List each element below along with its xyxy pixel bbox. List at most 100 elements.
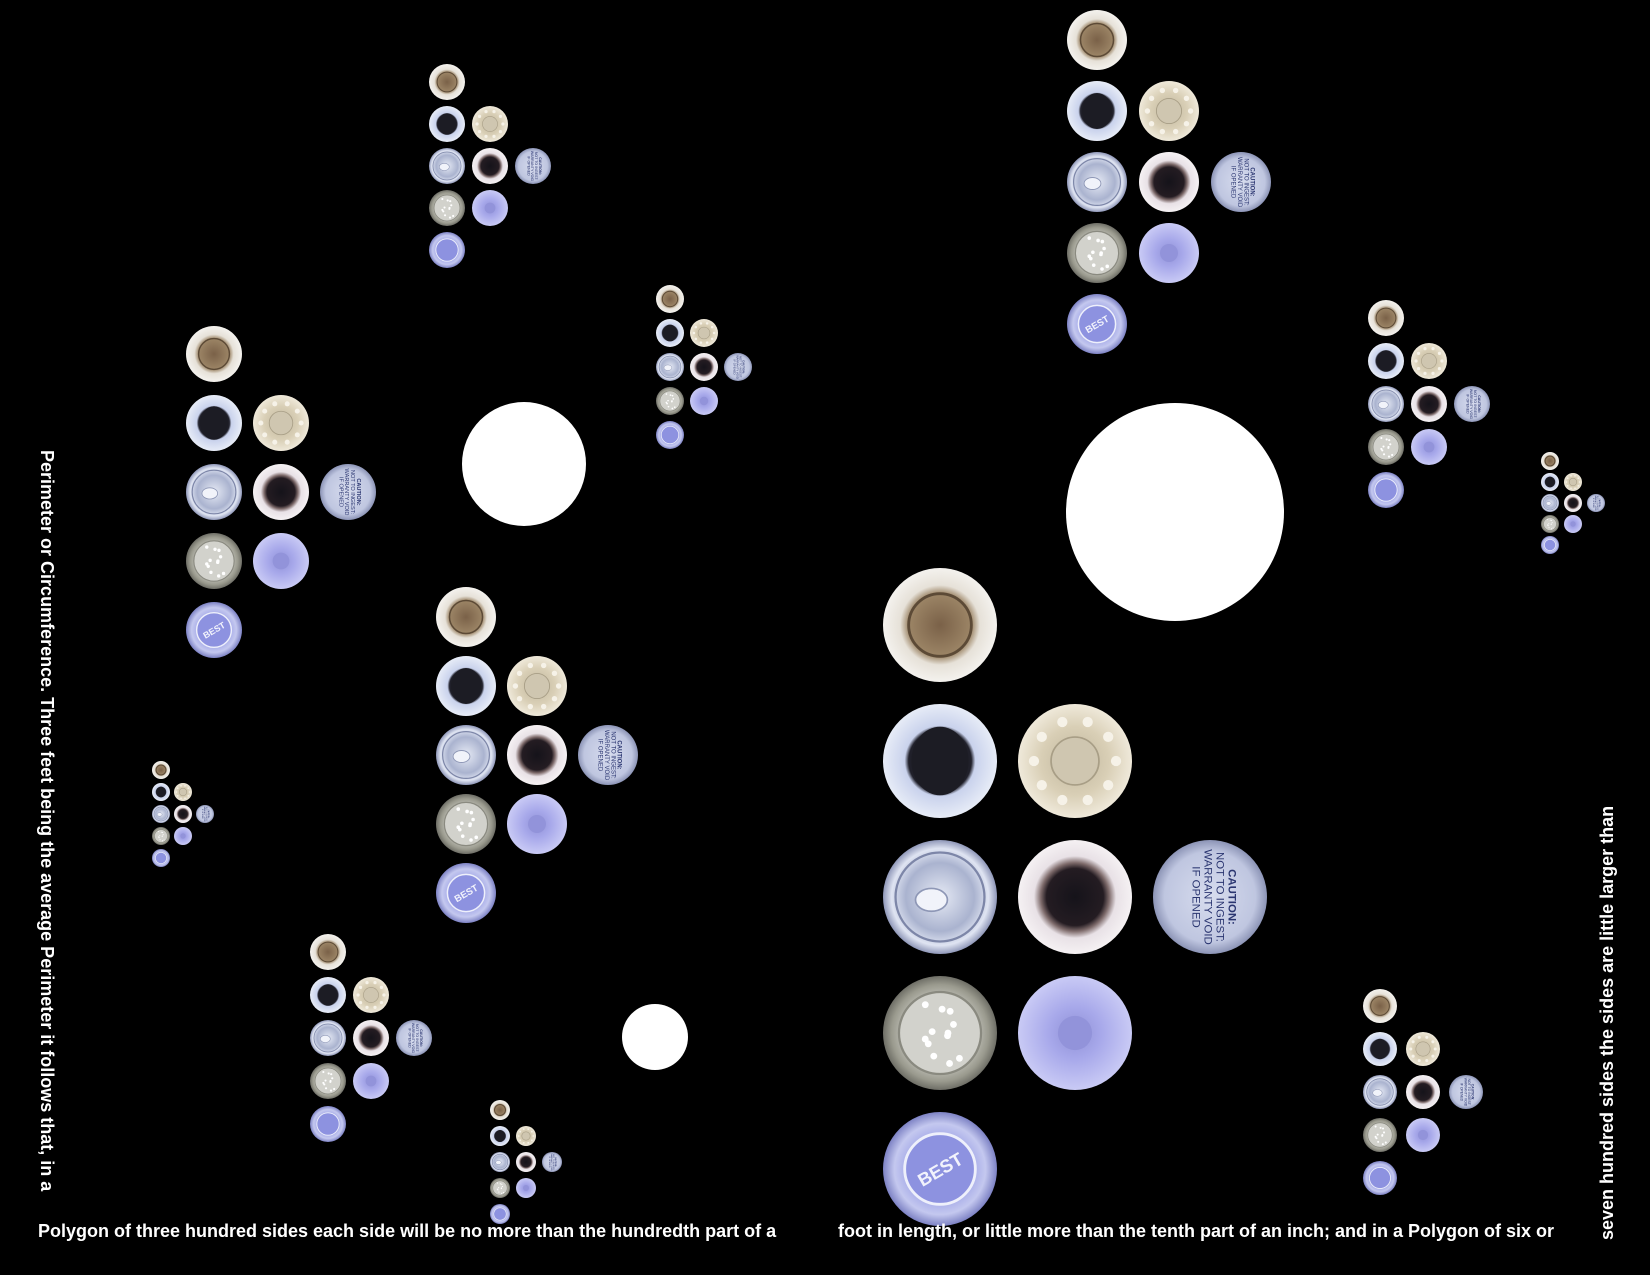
caution-text: IF OPENED <box>1460 1083 1464 1102</box>
ring-cap <box>490 1126 510 1146</box>
lace-cap <box>174 783 192 801</box>
lav-cap <box>690 387 718 415</box>
blue-cap <box>656 421 684 449</box>
caution-text: NOT TO INGEST: <box>552 1154 554 1170</box>
caution-text: WARRANTY VOID <box>1463 1078 1467 1107</box>
can-cap <box>1363 1075 1397 1109</box>
white-disc-medium <box>462 402 586 526</box>
lace-cap <box>1564 473 1582 491</box>
cup-cap <box>174 805 192 823</box>
lace-cap <box>1406 1032 1440 1066</box>
blue-cap <box>1363 1161 1397 1195</box>
can-cap <box>656 353 684 381</box>
blue-cap: BEST <box>436 863 496 923</box>
ring-cap <box>1363 1032 1397 1066</box>
cup-cap <box>472 148 508 184</box>
lace-cap <box>472 106 508 142</box>
lace-cap <box>690 319 718 347</box>
caution-text: CAUTION: <box>419 1029 423 1047</box>
caution-text: NOT TO INGEST: <box>415 1024 419 1053</box>
glitter-cap <box>656 387 684 415</box>
ring-cap <box>1368 343 1404 379</box>
cup-cap <box>1564 494 1582 512</box>
caution-text: WARRANTY VOID <box>1201 849 1213 945</box>
lav-cap <box>1564 515 1582 533</box>
lav-cap <box>353 1063 389 1099</box>
ring-cap <box>656 319 684 347</box>
caution-text: NOT TO INGEST: <box>534 152 538 181</box>
glass-cap <box>1368 300 1404 336</box>
lace-cap <box>1411 343 1447 379</box>
ring-cap <box>1541 473 1559 491</box>
ring-cap <box>429 106 465 142</box>
caution-text: CAUTION: <box>538 157 542 175</box>
can-cap <box>429 148 465 184</box>
glass-cap <box>310 934 346 970</box>
glass-cap <box>152 761 170 779</box>
ring-cap <box>883 704 997 818</box>
caution-text: IF OPENED <box>1592 498 1594 508</box>
blue-cap <box>1368 472 1404 508</box>
lav-cap <box>516 1178 536 1198</box>
text-left-vertical: Perimeter or Circumference. Three feet b… <box>37 450 57 1192</box>
caution-text: IF OPENED <box>548 1157 550 1168</box>
lav-cap <box>1406 1118 1440 1152</box>
lav-cap <box>253 533 309 589</box>
text-bottom-second: foot in length, or little more than the … <box>838 1221 1555 1241</box>
glitter-cap <box>1368 429 1404 465</box>
cup-cap <box>1411 386 1447 422</box>
glitter-cap <box>429 190 465 226</box>
caution-text: CAUTION: <box>741 360 745 374</box>
glass-cap <box>1067 10 1127 70</box>
caution-text: CAUTION: <box>554 1157 557 1167</box>
can-cap <box>310 1020 346 1056</box>
blue-cap <box>1541 536 1559 554</box>
can-cap <box>883 840 997 954</box>
can-cap <box>186 464 242 520</box>
caution-text: CAUTION: <box>207 810 210 819</box>
lace-cap <box>1018 704 1132 818</box>
caution-text: NOT TO INGEST: <box>205 807 207 822</box>
can-cap <box>1067 152 1127 212</box>
glass-cap <box>1541 452 1559 470</box>
lav-cap <box>174 827 192 845</box>
cup-cap <box>1139 152 1199 212</box>
blue-cap: BEST <box>883 1112 997 1226</box>
glitter-cap <box>1067 223 1127 283</box>
lace-cap <box>516 1126 536 1146</box>
cup-cap <box>353 1020 389 1056</box>
glass-cap <box>436 587 496 647</box>
blue-cap <box>429 232 465 268</box>
glass-cap <box>429 64 465 100</box>
cup-cap <box>253 464 309 520</box>
caution-text: WARRANTY VOID <box>1236 157 1242 208</box>
lace-cap <box>507 656 567 716</box>
caution-text: WARRANTY VOID <box>530 151 534 182</box>
caution-text: IF OPENED <box>407 1028 411 1048</box>
can-cap <box>1368 386 1404 422</box>
glitter-cap <box>152 827 170 845</box>
lav-cap <box>1139 223 1199 283</box>
glitter-cap <box>490 1178 510 1198</box>
caution-text: NOT TO INGEST: <box>1213 852 1225 942</box>
blue-cap: BEST <box>186 602 242 658</box>
cup-cap <box>516 1152 536 1172</box>
ring-cap <box>1067 81 1127 141</box>
caution-text: CAUTION: <box>1477 395 1481 413</box>
